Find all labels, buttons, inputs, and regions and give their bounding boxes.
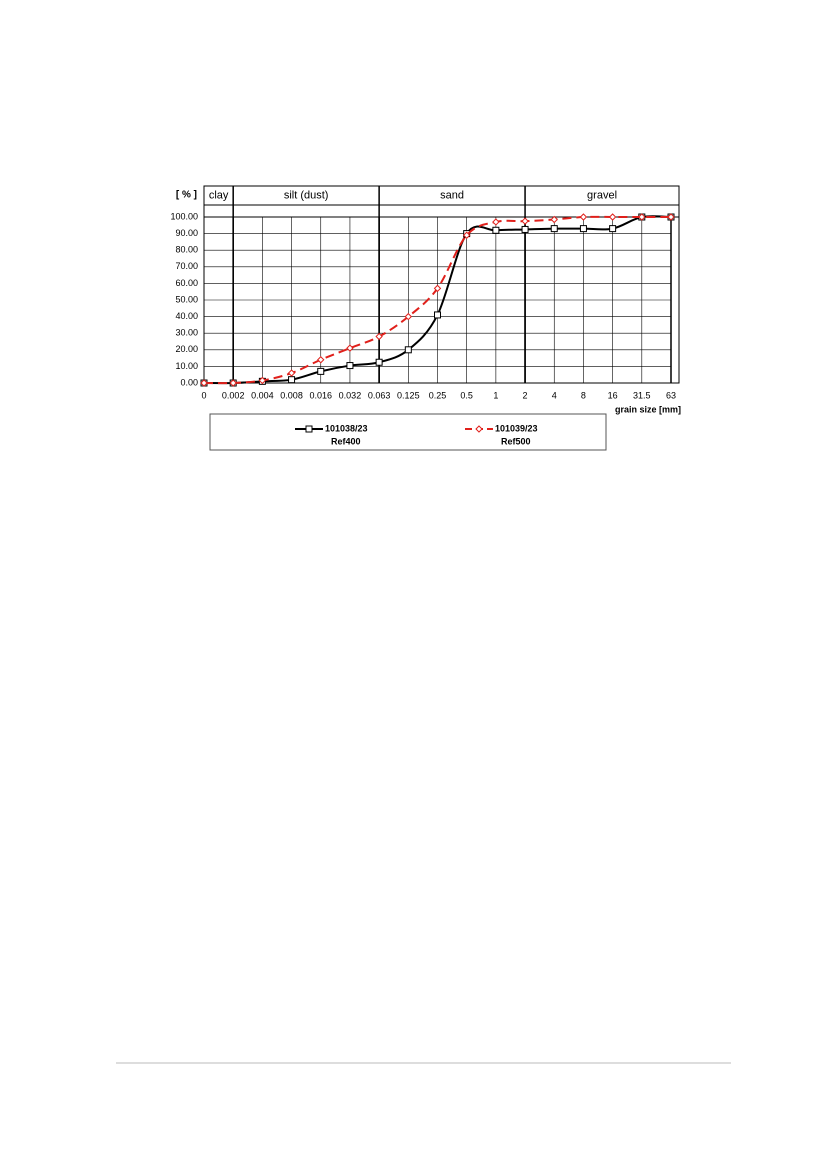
data-point	[462, 231, 471, 239]
legend-label: 101038/23	[325, 423, 368, 433]
data-point	[288, 376, 296, 384]
y-tick-label: 40.00	[175, 311, 198, 321]
data-point	[492, 226, 500, 234]
x-tick-label: 0.125	[397, 390, 420, 400]
x-tick-label: 8	[581, 390, 586, 400]
x-tick-label: 0.002	[222, 390, 245, 400]
data-point	[346, 344, 354, 352]
y-tick-label: 70.00	[175, 261, 198, 271]
data-point	[229, 379, 237, 387]
y-tick-label: 100.00	[170, 211, 198, 221]
y-tick-label: 50.00	[175, 294, 198, 304]
data-point	[404, 346, 412, 354]
y-tick-label: 0.00	[180, 377, 198, 387]
data-point	[475, 425, 483, 433]
data-point	[521, 225, 529, 233]
x-tick-label: 2	[523, 390, 528, 400]
data-point	[404, 312, 413, 321]
zone-label: silt (dust)	[284, 189, 329, 201]
y-tick-label: 60.00	[175, 278, 198, 288]
data-point	[287, 369, 296, 377]
legend-sample: Ref500	[501, 436, 531, 446]
y-tick-label: 30.00	[175, 328, 198, 338]
x-tick-label: 0.004	[251, 390, 274, 400]
x-tick-label: 0.063	[368, 390, 391, 400]
data-point	[433, 284, 442, 293]
data-point	[550, 225, 558, 233]
data-point	[579, 225, 587, 233]
x-tick-label: 63	[666, 390, 676, 400]
zone-label: clay	[209, 189, 229, 201]
data-point	[608, 213, 617, 221]
data-point	[550, 215, 558, 224]
y-tick-label: 80.00	[175, 245, 198, 255]
data-point	[434, 311, 441, 319]
legend-sample: Ref400	[331, 436, 361, 446]
plot-frame	[203, 216, 680, 384]
x-axis-label: grain size [mm]	[615, 404, 681, 414]
data-point	[638, 213, 646, 221]
data-point	[317, 356, 325, 364]
y-tick-label: 20.00	[175, 344, 198, 354]
data-point	[317, 367, 325, 375]
data-point	[375, 358, 383, 366]
data-point	[305, 425, 313, 433]
x-tick-label: 0.25	[429, 390, 447, 400]
data-point	[346, 362, 354, 370]
x-tick-label: 4	[552, 390, 557, 400]
data-point	[375, 332, 383, 341]
x-tick-label: 0.008	[280, 390, 303, 400]
zone-label: sand	[440, 189, 464, 201]
x-tick-label: 0.016	[309, 390, 332, 400]
x-tick-label: 16	[608, 390, 618, 400]
data-point	[492, 218, 500, 226]
data-point	[200, 379, 208, 387]
x-tick-label: 0	[201, 390, 206, 400]
x-tick-label: 1	[493, 390, 498, 400]
x-tick-label: 0.032	[339, 390, 362, 400]
legend-label: 101039/23	[495, 423, 538, 433]
zone-label: gravel	[587, 189, 617, 201]
y-axis-label: [ % ]	[176, 190, 197, 201]
data-point	[609, 225, 617, 233]
x-tick-label: 31.5	[633, 390, 651, 400]
legend-box	[209, 413, 607, 451]
y-tick-label: 10.00	[175, 361, 198, 371]
data-point	[258, 376, 267, 385]
data-point	[579, 213, 588, 221]
data-point	[521, 217, 529, 225]
data-point	[667, 213, 675, 221]
y-tick-label: 90.00	[175, 228, 198, 238]
x-tick-label: 0.5	[460, 390, 473, 400]
